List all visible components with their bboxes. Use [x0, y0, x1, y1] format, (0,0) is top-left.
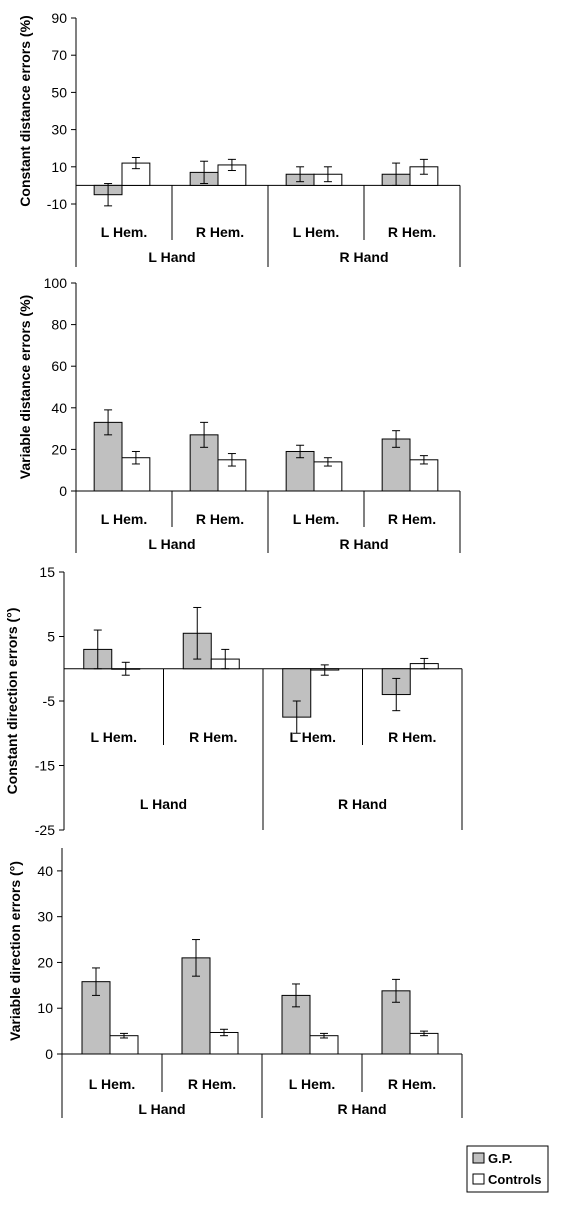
- legend: G.P. Controls: [466, 1145, 549, 1193]
- y-tick-label: 80: [51, 317, 67, 333]
- group-label: R Hand: [338, 1101, 387, 1117]
- group-label: L Hand: [148, 249, 195, 265]
- y-tick-label: 100: [44, 275, 68, 291]
- y-axis-label: Variable distance errors (%): [17, 295, 33, 479]
- category-label: L Hem.: [101, 224, 147, 240]
- y-tick-label: -25: [35, 822, 55, 838]
- category-label: L Hem.: [101, 511, 147, 527]
- y-tick-label: 90: [51, 10, 67, 26]
- y-tick-label: 20: [37, 954, 53, 970]
- y-tick-label: 70: [51, 47, 67, 63]
- group-label: L Hand: [148, 536, 195, 552]
- y-tick-label: 20: [51, 441, 67, 457]
- y-tick-label: 0: [45, 1046, 53, 1062]
- category-label: L Hem.: [290, 729, 336, 745]
- y-axis-label: Constant distance errors (%): [17, 15, 33, 206]
- category-label: L Hem.: [89, 1076, 135, 1092]
- category-label: R Hem.: [188, 1076, 236, 1092]
- y-tick-label: -15: [35, 758, 55, 774]
- category-label: R Hem.: [189, 729, 237, 745]
- group-label: L Hand: [140, 796, 187, 812]
- y-tick-label: 30: [37, 909, 53, 925]
- y-tick-label: 10: [37, 1000, 53, 1016]
- y-tick-label: 0: [59, 483, 67, 499]
- y-tick-label: 50: [51, 84, 67, 100]
- bar-controls: [409, 459, 439, 492]
- y-tick-label: 10: [51, 159, 67, 175]
- category-label: L Hem.: [293, 224, 339, 240]
- legend-swatch: [472, 1173, 485, 1185]
- legend-swatch: [472, 1152, 485, 1164]
- y-axis-label: Variable direction errors (°): [7, 861, 23, 1041]
- category-label: R Hem.: [388, 729, 436, 745]
- y-tick-label: 40: [51, 400, 67, 416]
- legend-label: G.P.: [488, 1151, 512, 1166]
- category-label: L Hem.: [91, 729, 137, 745]
- y-tick-label: 40: [37, 863, 53, 879]
- group-label: L Hand: [138, 1101, 185, 1117]
- category-label: R Hem.: [388, 1076, 436, 1092]
- category-label: R Hem.: [388, 511, 436, 527]
- y-tick-label: -5: [43, 693, 56, 709]
- group-label: R Hand: [340, 536, 389, 552]
- bar-controls: [409, 1032, 439, 1055]
- category-label: R Hem.: [388, 224, 436, 240]
- group-label: R Hand: [338, 796, 387, 812]
- legend-label: Controls: [488, 1172, 541, 1187]
- y-tick-label: 5: [47, 629, 55, 645]
- y-tick-label: 30: [51, 122, 67, 138]
- category-label: L Hem.: [293, 511, 339, 527]
- category-label: R Hem.: [196, 511, 244, 527]
- y-axis-label: Constant direction errors (°): [4, 608, 20, 795]
- category-label: R Hem.: [196, 224, 244, 240]
- y-tick-label: 15: [39, 564, 55, 580]
- y-tick-label: -10: [47, 196, 67, 212]
- chart-panel-3: 15 5 -5 -15 -25 L Hem. R Hem. L Hem. R Hem. L Han…: [4, 564, 463, 838]
- y-tick-label: 60: [51, 358, 67, 374]
- category-label: L Hem.: [289, 1076, 335, 1092]
- group-label: R Hand: [340, 249, 389, 265]
